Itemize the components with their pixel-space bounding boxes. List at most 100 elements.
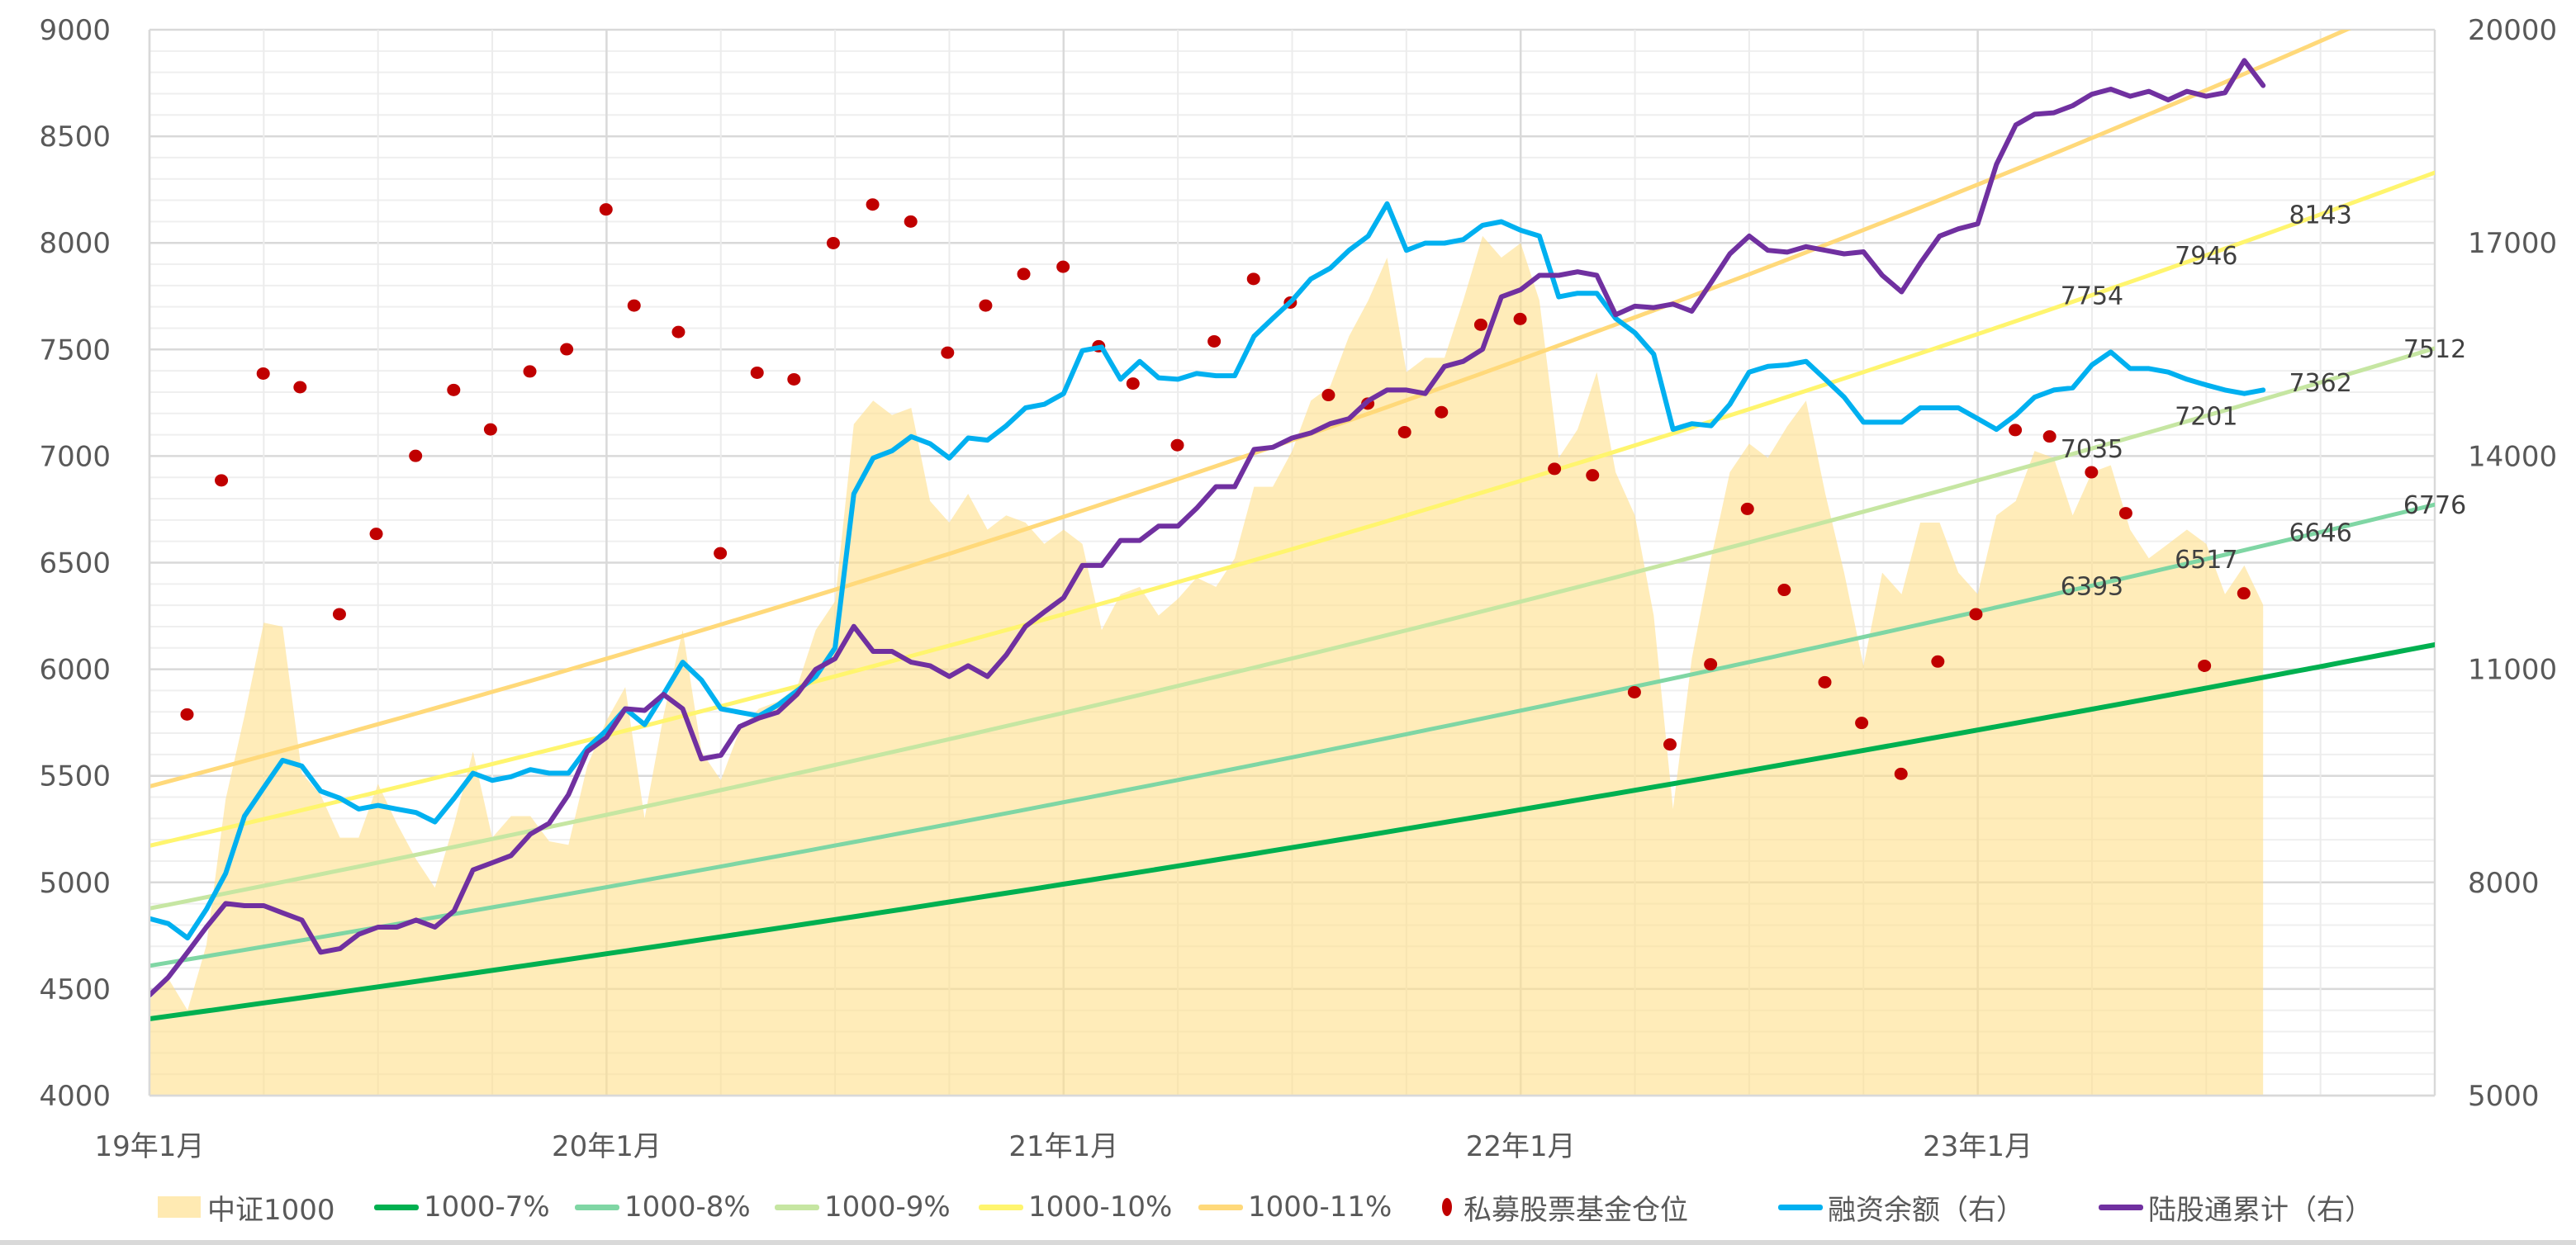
y-left-tick-label: 8500 — [39, 121, 111, 154]
private-fund-position-point — [447, 383, 461, 396]
growth-line-label: 7512 — [2403, 335, 2466, 364]
private-fund-position-point — [787, 372, 801, 386]
private-fund-position-point — [1435, 405, 1449, 419]
private-fund-position-point — [369, 528, 383, 541]
private-fund-position-point — [671, 325, 686, 338]
legend-item-g7: 1000-7% — [374, 1189, 550, 1225]
private-fund-position-point — [2118, 507, 2132, 520]
legend-label: 1000-11% — [1248, 1191, 1392, 1224]
growth-line-label: 7201 — [2175, 403, 2237, 432]
y-left-tick-label: 6000 — [39, 654, 111, 687]
axes: 4000 4500 5000 5500 6000 6500 7000 7500 8000 8500… — [39, 14, 2557, 1163]
growth-line-label: 8143 — [2289, 201, 2351, 230]
private-fund-position-point — [1397, 425, 1411, 438]
x-tick-label: 23年1月 — [1923, 1130, 2033, 1163]
legend-item-g10: 1000-10% — [979, 1189, 1172, 1225]
private-fund-position-point — [1777, 584, 1791, 597]
private-fund-position-point — [2198, 659, 2212, 672]
legend-item-g11: 1000-11% — [1198, 1189, 1392, 1225]
legend-swatch-area — [158, 1196, 201, 1218]
legend-label: 1000-8% — [624, 1191, 751, 1224]
growth-line-label: 6393 — [2061, 572, 2123, 601]
growth-line-1000-7% — [149, 641, 2435, 1021]
private-fund-position-point — [1170, 438, 1184, 452]
legend-swatch-line — [374, 1204, 419, 1210]
legend-label: 中证1000 — [207, 1193, 335, 1227]
y-left-tick-label: 8000 — [39, 227, 111, 260]
legend-label: 融资余额（右） — [1828, 1193, 2024, 1227]
private-fund-position-point — [293, 381, 307, 394]
legend-swatch-line — [1778, 1204, 1823, 1210]
private-fund-position-point — [2237, 587, 2251, 600]
private-fund-position-point — [1126, 377, 1140, 391]
private-fund-position-point — [409, 449, 423, 462]
legend-item-private-fund: 私募股票基金仓位 — [1435, 1189, 1688, 1227]
legend-swatch-line — [775, 1204, 819, 1210]
y-right-tick-label: 14000 — [2468, 440, 2557, 473]
private-fund-position-point — [560, 343, 574, 356]
private-fund-position-point — [750, 366, 764, 379]
legend-label: 私募股票基金仓位 — [1464, 1193, 1688, 1227]
y-left-tick-label: 7500 — [39, 334, 111, 367]
y-left-tick-label: 5000 — [39, 867, 111, 900]
y-right-tick-label: 20000 — [2468, 14, 2557, 47]
growth-line-1000-8% — [149, 502, 2435, 968]
legend-label: 1000-7% — [424, 1191, 550, 1224]
y-right-tick-label: 11000 — [2468, 654, 2557, 687]
private-fund-position-point — [1855, 717, 1869, 730]
margin-balance-line — [149, 201, 2266, 941]
private-fund-position-point — [1931, 655, 1945, 668]
private-fund-position-point — [1321, 389, 1335, 402]
y-left-tick-label: 6500 — [39, 547, 111, 580]
growth-line-label: 6646 — [2289, 519, 2351, 548]
plot-area — [149, 30, 2435, 1096]
legend-label: 陆股通累计（右） — [2148, 1193, 2373, 1227]
x-tick-label: 19年1月 — [95, 1130, 205, 1163]
northbound-cumulative-line — [149, 58, 2266, 998]
growth-line-label: 7754 — [2061, 282, 2123, 310]
legend-item-northbound: 陆股通累计（右） — [2099, 1189, 2373, 1227]
growth-line-label: 7946 — [2175, 242, 2237, 271]
legend-swatch-line — [575, 1204, 619, 1210]
y-right-tick-label: 5000 — [2468, 1080, 2540, 1113]
x-tick-label: 21年1月 — [1008, 1130, 1118, 1163]
y-right-tick-label: 17000 — [2468, 227, 2557, 260]
private-fund-position-point — [1246, 272, 1260, 286]
growth-line-1000-10% — [149, 170, 2435, 848]
private-fund-position-point — [1704, 658, 1718, 671]
legend-item-csi1000: 中证1000 — [158, 1189, 335, 1227]
legend-swatch-line — [979, 1204, 1023, 1210]
private-fund-position-point — [941, 346, 955, 359]
private-fund-position-point — [1586, 469, 1600, 482]
private-fund-position-point — [1513, 312, 1527, 325]
y-left-tick-label: 9000 — [39, 14, 111, 47]
y-right-tick-label: 8000 — [2468, 867, 2540, 900]
private-fund-position-point — [599, 203, 613, 216]
private-fund-position-point — [2085, 466, 2099, 479]
private-fund-position-point — [1473, 318, 1487, 331]
csi1000-area — [149, 235, 2264, 1096]
growth-line-labels: 6393 6517 6646 6776 7035 7201 7362 7512 7754 7946… — [2061, 201, 2466, 602]
private-fund-position-point — [714, 547, 728, 560]
x-tick-label: 20年1月 — [552, 1130, 662, 1163]
legend-swatch-dot — [1442, 1198, 1452, 1216]
y-left-tick-label: 7000 — [39, 440, 111, 473]
private-fund-position-point — [1894, 767, 1908, 780]
private-fund-position-point — [979, 299, 993, 312]
growth-line-1000-9% — [149, 346, 2435, 911]
private-fund-position-point — [904, 215, 918, 228]
private-fund-position-point — [627, 299, 641, 312]
private-fund-position-point — [1663, 738, 1677, 751]
y-left-tick-label: 4500 — [39, 973, 111, 1006]
private-fund-position-point — [1627, 685, 1641, 698]
private-fund-position-point — [180, 708, 194, 721]
private-fund-position-point — [523, 365, 537, 378]
private-fund-position-point — [2042, 430, 2057, 443]
legend-swatch-line — [1198, 1204, 1243, 1210]
legend-swatch-line — [2099, 1204, 2143, 1210]
growth-line-label: 6517 — [2175, 546, 2237, 575]
legend-item-g8: 1000-8% — [575, 1189, 751, 1225]
y-left-tick-label: 4000 — [39, 1080, 111, 1113]
bottom-border — [0, 1240, 2576, 1245]
